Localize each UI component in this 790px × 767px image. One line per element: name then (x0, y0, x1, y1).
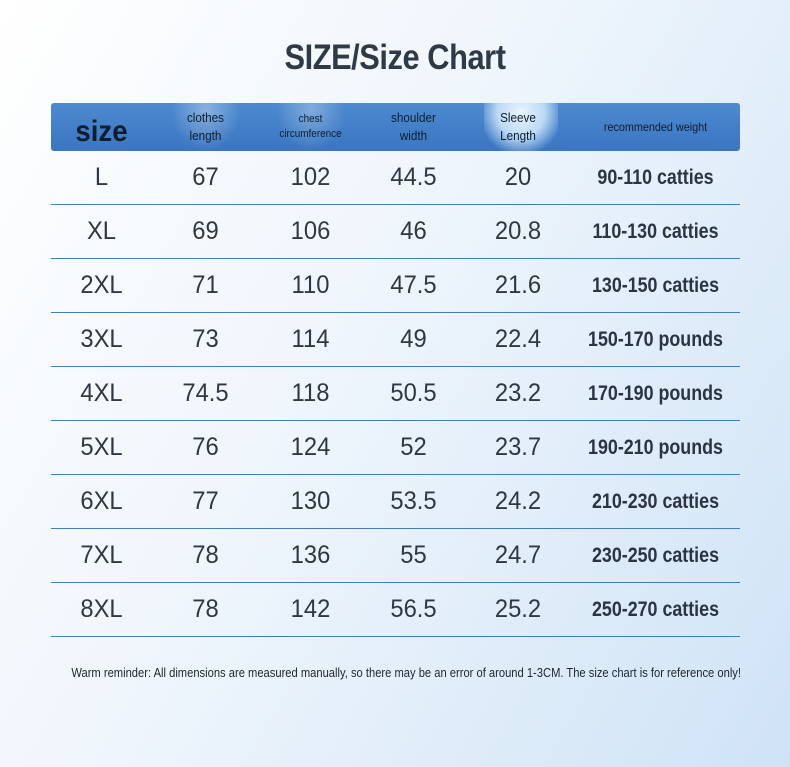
cell-size: 6XL (80, 487, 123, 515)
header-size: size (75, 115, 128, 148)
cell-length: 73 (192, 325, 219, 353)
header-sleeve-line1: Sleeve (500, 110, 536, 126)
cell-weight: 110-130 catties (592, 219, 719, 243)
table-row: L 67 102 44.5 20 90-110 catties (51, 151, 740, 205)
table-row: 2XL 71 110 47.5 21.6 130-150 catties (51, 259, 740, 313)
cell-weight: 90-110 catties (597, 165, 714, 189)
table-row: 4XL 74.5 118 50.5 23.2 170-190 pounds (51, 367, 740, 421)
cell-size: 8XL (80, 595, 123, 623)
cell-chest: 110 (291, 271, 330, 299)
cell-weight: 190-210 pounds (588, 435, 723, 459)
cell-size: 7XL (80, 541, 123, 569)
header-clothes-length-line1: clothes (186, 110, 225, 126)
cell-shoulder: 49 (400, 325, 427, 353)
warm-reminder-note: Warm reminder: All dimensions are measur… (71, 665, 742, 680)
header-clothes-length-line2: length (189, 128, 222, 143)
cell-weight: 170-190 pounds (588, 381, 723, 405)
cell-size: 3XL (80, 325, 123, 353)
cell-sleeve: 21.6 (494, 271, 542, 299)
cell-sleeve: 20.8 (494, 217, 542, 245)
cell-shoulder: 56.5 (390, 595, 437, 623)
cell-sleeve: 23.2 (494, 379, 542, 407)
header-sleeve-line2: Length (500, 128, 536, 143)
header-shoulder: shoulder width (367, 109, 460, 144)
cell-length: 67 (192, 163, 219, 191)
cell-sleeve: 22.4 (494, 325, 542, 353)
cell-weight: 250-270 catties (591, 597, 720, 621)
cell-size: 5XL (80, 433, 123, 461)
cell-length: 69 (192, 217, 219, 245)
cell-size: 2XL (80, 271, 123, 299)
cell-shoulder: 53.5 (390, 487, 437, 515)
cell-shoulder: 46 (400, 217, 427, 245)
cell-size: XL (86, 217, 117, 245)
cell-length: 74.5 (182, 379, 229, 407)
header-recommended-weight: recommended weight (603, 119, 708, 134)
header-clothes-length: clothes length (157, 109, 253, 144)
cell-shoulder: 50.5 (390, 379, 437, 407)
cell-length: 78 (192, 595, 219, 623)
cell-length: 77 (192, 487, 219, 515)
cell-shoulder: 44.5 (390, 163, 437, 191)
cell-weight: 210-230 catties (591, 489, 720, 513)
cell-weight: 230-250 catties (591, 543, 720, 567)
cell-sleeve: 24.7 (494, 541, 542, 569)
cell-chest: 136 (290, 541, 331, 569)
cell-sleeve: 24.2 (494, 487, 542, 515)
table-header: size clothes length chest circumference … (51, 103, 740, 151)
cell-chest: 130 (290, 487, 331, 515)
cell-sleeve: 20 (504, 163, 532, 191)
cell-shoulder: 47.5 (390, 271, 437, 299)
page-title: SIZE/Size Chart (284, 38, 506, 77)
header-sleeve: Sleeve Length (470, 109, 565, 144)
cell-chest: 124 (290, 433, 331, 461)
cell-shoulder: 55 (400, 541, 427, 569)
size-table-body: L 67 102 44.5 20 90-110 catties XL 69 10… (51, 151, 740, 637)
table-row: 7XL 78 136 55 24.7 230-250 catties (51, 529, 740, 583)
table-row: 5XL 76 124 52 23.7 190-210 pounds (51, 421, 740, 475)
table-row: XL 69 106 46 20.8 110-130 catties (51, 205, 740, 259)
header-shoulder-line2: width (399, 128, 428, 143)
cell-sleeve: 25.2 (494, 595, 542, 623)
cell-chest: 142 (290, 595, 331, 623)
header-chest-line2: circumference (279, 128, 342, 140)
cell-length: 78 (192, 541, 219, 569)
table-row: 3XL 73 114 49 22.4 150-170 pounds (51, 313, 740, 367)
cell-weight: 130-150 catties (591, 273, 720, 297)
cell-weight: 150-170 pounds (588, 327, 723, 351)
table-row: 6XL 77 130 53.5 24.2 210-230 catties (51, 475, 740, 529)
cell-chest: 102 (290, 163, 331, 191)
header-chest-line1: chest (298, 113, 323, 126)
header-shoulder-line1: shoulder (391, 110, 436, 126)
cell-sleeve: 23.7 (494, 433, 542, 461)
cell-chest: 114 (291, 325, 330, 353)
cell-size: 4XL (80, 379, 123, 407)
cell-length: 71 (192, 271, 219, 299)
cell-size: L (94, 163, 109, 191)
cell-shoulder: 52 (400, 433, 427, 461)
cell-chest: 106 (290, 217, 331, 245)
header-chest: chest circumference (264, 112, 357, 142)
cell-length: 76 (192, 433, 219, 461)
cell-chest: 118 (291, 379, 330, 407)
table-row: 8XL 78 142 56.5 25.2 250-270 catties (51, 583, 740, 637)
